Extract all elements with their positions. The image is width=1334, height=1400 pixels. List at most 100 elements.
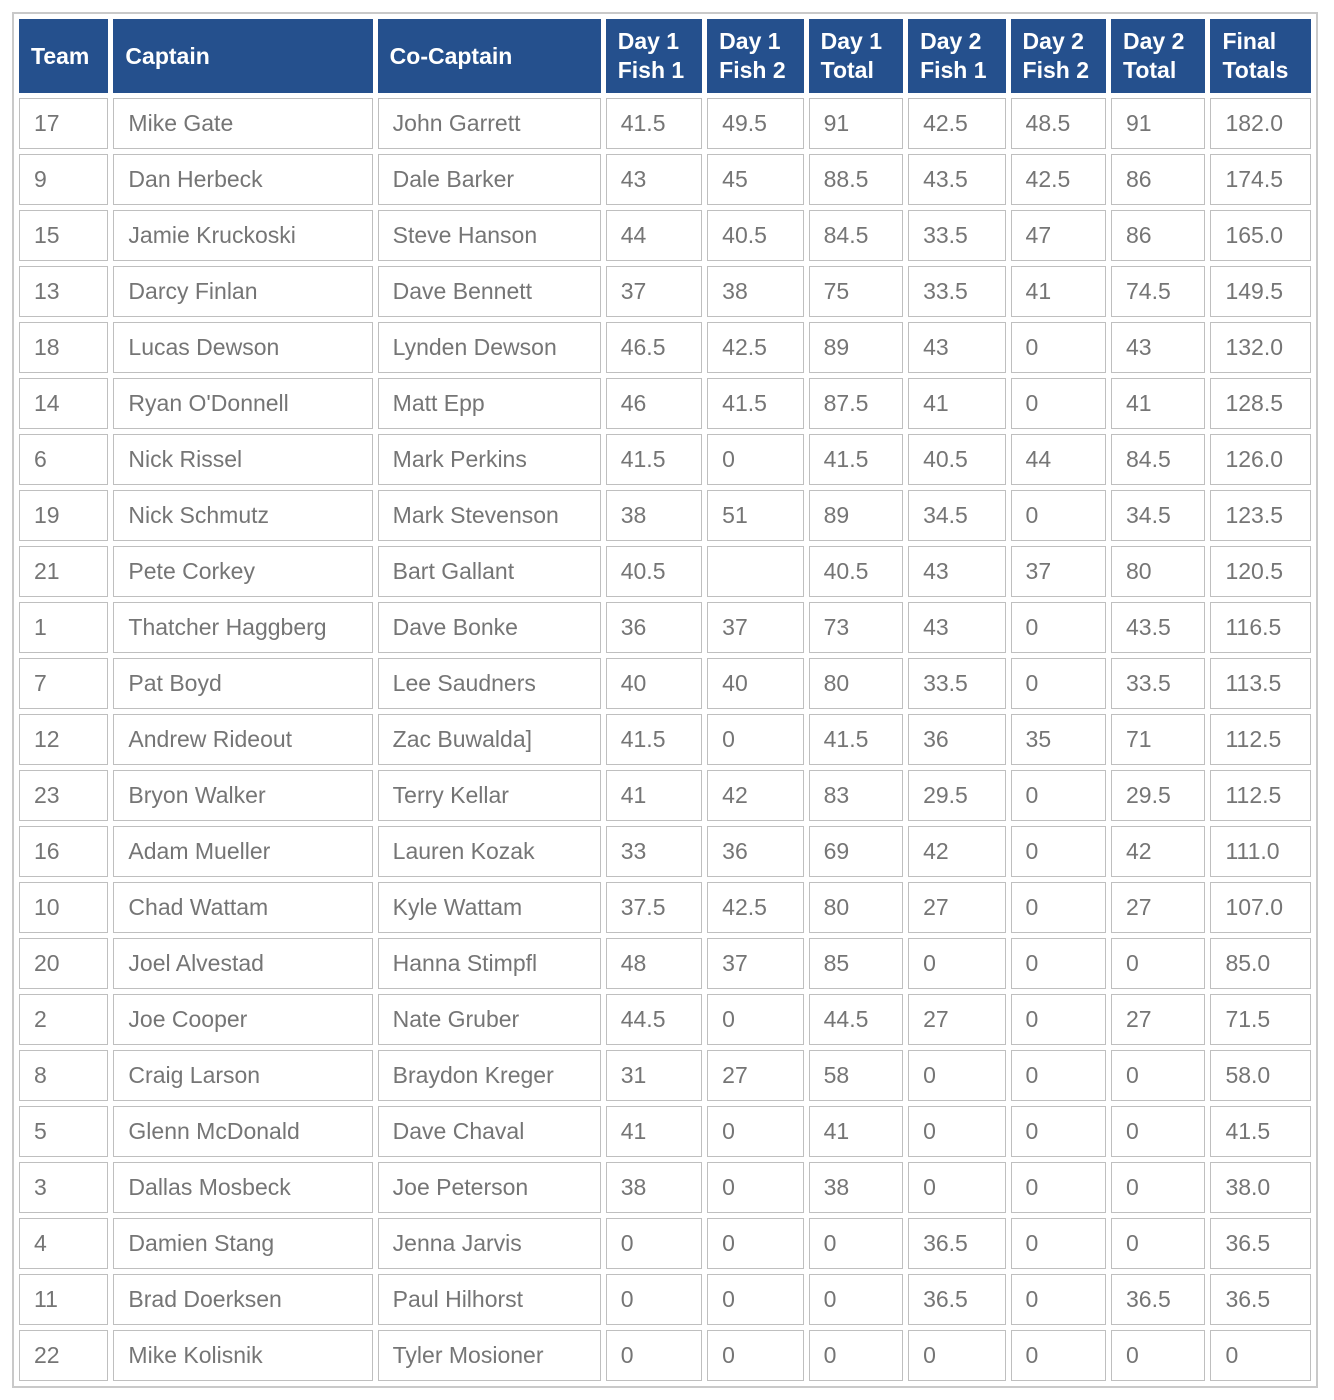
cell-final-totals: 0 [1210,1330,1311,1381]
column-header-day-1-total: Day 1 Total [808,19,904,93]
table-body: 17 Mike Gate John Garrett 41.5 49.5 91 42.5 48.… [19,98,1311,1381]
cell-final-totals: 58.0 [1210,1050,1311,1101]
column-header-day-2-fish-2: Day 2 Fish 2 [1010,19,1106,93]
cell-co-captain: Steve Hanson [377,210,601,261]
cell-captain: Dallas Mosbeck [113,1162,373,1213]
cell-final-totals: 165.0 [1210,210,1311,261]
cell-day-2-fish-1: 36.5 [908,1274,1006,1325]
table-row: 5 Glenn McDonald Dave Chaval 41 0 41 0 0 0 41.5 [19,1106,1311,1157]
cell-day-1-fish-1: 0 [605,1330,703,1381]
cell-day-2-fish-1: 29.5 [908,770,1006,821]
cell-day-1-fish-1: 44 [605,210,703,261]
cell-final-totals: 36.5 [1210,1218,1311,1269]
cell-team: 13 [19,266,109,317]
cell-day-1-fish-2: 51 [707,490,804,541]
cell-captain: Andrew Rideout [113,714,373,765]
cell-day-1-total: 73 [808,602,904,653]
table-row: 12 Andrew Rideout Zac Buwalda] 41.5 0 41.5 36 3… [19,714,1311,765]
cell-day-1-total: 44.5 [808,994,904,1045]
cell-day-2-total: 0 [1111,1218,1206,1269]
cell-captain: Chad Wattam [113,882,373,933]
cell-day-1-total: 80 [808,658,904,709]
cell-captain: Bryon Walker [113,770,373,821]
table-row: 7 Pat Boyd Lee Saudners 40 40 80 33.5 0 33.5 113.… [19,658,1311,709]
cell-captain: Glenn McDonald [113,1106,373,1157]
cell-day-2-fish-1: 0 [908,1330,1006,1381]
cell-co-captain: Mark Perkins [377,434,601,485]
cell-day-1-fish-1: 38 [605,1162,703,1213]
column-header-day-1-fish-1: Day 1 Fish 1 [605,19,703,93]
cell-day-2-fish-1: 42.5 [908,98,1006,149]
cell-day-2-fish-2: 0 [1010,602,1106,653]
cell-captain: Dan Herbeck [113,154,373,205]
cell-day-2-total: 41 [1111,378,1206,429]
table-row: 13 Darcy Finlan Dave Bennett 37 38 75 33.5 41 74… [19,266,1311,317]
cell-team: 3 [19,1162,109,1213]
cell-final-totals: 120.5 [1210,546,1311,597]
cell-day-1-fish-2: 0 [707,1162,804,1213]
cell-day-1-fish-2: 27 [707,1050,804,1101]
cell-day-2-fish-1: 0 [908,1106,1006,1157]
cell-day-2-fish-2: 0 [1010,882,1106,933]
cell-day-2-fish-1: 43.5 [908,154,1006,205]
cell-day-1-fish-2: 0 [707,994,804,1045]
cell-day-1-fish-1: 46.5 [605,322,703,373]
cell-co-captain: Terry Kellar [377,770,601,821]
cell-day-1-total: 0 [808,1330,904,1381]
cell-day-1-fish-1: 36 [605,602,703,653]
cell-day-1-fish-1: 46 [605,378,703,429]
cell-final-totals: 128.5 [1210,378,1311,429]
cell-day-2-fish-1: 42 [908,826,1006,877]
table-row: 4 Damien Stang Jenna Jarvis 0 0 0 36.5 0 0 36.5 [19,1218,1311,1269]
cell-day-2-total: 84.5 [1111,434,1206,485]
cell-day-1-fish-2: 45 [707,154,804,205]
cell-captain: Ryan O'Donnell [113,378,373,429]
cell-day-2-fish-2: 0 [1010,490,1106,541]
cell-day-1-fish-2: 0 [707,434,804,485]
cell-team: 23 [19,770,109,821]
cell-day-1-fish-2: 42.5 [707,322,804,373]
cell-day-2-fish-2: 0 [1010,1106,1106,1157]
table-row: 1 Thatcher Haggberg Dave Bonke 36 37 73 43 0 43.… [19,602,1311,653]
cell-day-1-total: 38 [808,1162,904,1213]
cell-day-2-fish-1: 0 [908,938,1006,989]
cell-day-2-fish-2: 0 [1010,1162,1106,1213]
cell-final-totals: 112.5 [1210,770,1311,821]
cell-day-2-total: 27 [1111,994,1206,1045]
table-row: 6 Nick Rissel Mark Perkins 41.5 0 41.5 40.5 44 8… [19,434,1311,485]
cell-day-1-fish-1: 0 [605,1274,703,1325]
cell-day-1-fish-1: 37.5 [605,882,703,933]
table-row: 10 Chad Wattam Kyle Wattam 37.5 42.5 80 27 0 27 1… [19,882,1311,933]
cell-co-captain: Hanna Stimpfl [377,938,601,989]
cell-captain: Joe Cooper [113,994,373,1045]
cell-captain: Jamie Kruckoski [113,210,373,261]
cell-final-totals: 36.5 [1210,1274,1311,1325]
cell-day-1-fish-2: 0 [707,714,804,765]
cell-day-1-total: 84.5 [808,210,904,261]
table-row: 2 Joe Cooper Nate Gruber 44.5 0 44.5 27 0 27 71.5 [19,994,1311,1045]
table-row: 22 Mike Kolisnik Tyler Mosioner 0 0 0 0 0 0 0 [19,1330,1311,1381]
cell-day-2-total: 71 [1111,714,1206,765]
results-table: Team Captain Co-Captain Day 1 Fish 1 Day 1 F… [12,12,1318,1388]
cell-team: 6 [19,434,109,485]
cell-day-1-fish-1: 38 [605,490,703,541]
cell-captain: Nick Rissel [113,434,373,485]
cell-co-captain: Braydon Kreger [377,1050,601,1101]
cell-team: 9 [19,154,109,205]
table-row: 17 Mike Gate John Garrett 41.5 49.5 91 42.5 48.… [19,98,1311,149]
cell-day-2-fish-2: 0 [1010,1050,1106,1101]
cell-co-captain: Tyler Mosioner [377,1330,601,1381]
cell-day-1-fish-1: 40 [605,658,703,709]
cell-day-1-fish-1: 40.5 [605,546,703,597]
cell-co-captain: Bart Gallant [377,546,601,597]
cell-co-captain: Lauren Kozak [377,826,601,877]
cell-day-1-total: 80 [808,882,904,933]
cell-day-2-total: 43.5 [1111,602,1206,653]
cell-day-2-fish-1: 33.5 [908,266,1006,317]
cell-day-1-total: 91 [808,98,904,149]
cell-captain: Pete Corkey [113,546,373,597]
cell-day-2-fish-1: 27 [908,882,1006,933]
cell-day-2-fish-2: 41 [1010,266,1106,317]
table-row: 14 Ryan O'Donnell Matt Epp 46 41.5 87.5 41 0 41 1… [19,378,1311,429]
